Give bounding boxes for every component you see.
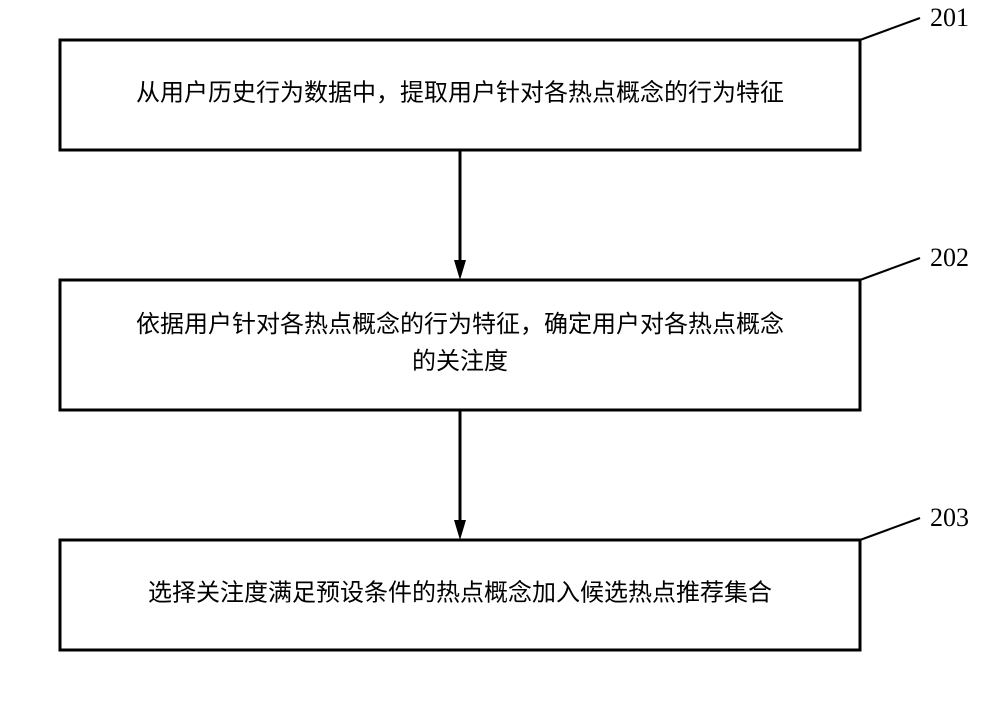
flow-step-201: 从用户历史行为数据中，提取用户针对各热点概念的行为特征 201 [60,3,969,150]
flow-arrow [454,410,466,540]
step-text: 从用户历史行为数据中，提取用户针对各热点概念的行为特征 [136,80,784,107]
step-text: 的关注度 [412,348,508,375]
flowchart: 从用户历史行为数据中，提取用户针对各热点概念的行为特征 201 依据用户针对各热点概… [0,0,1000,709]
step-text: 依据用户针对各热点概念的行为特征，确定用户对各热点概念 [136,311,784,338]
step-number: 203 [930,503,969,532]
step-number: 201 [930,3,969,32]
arrow-head-icon [454,520,466,540]
leader-line [860,18,920,40]
step-box [60,280,860,410]
leader-line [860,518,920,540]
flow-arrow [454,150,466,280]
arrow-head-icon [454,260,466,280]
leader-line [860,258,920,280]
flow-step-202: 依据用户针对各热点概念的行为特征，确定用户对各热点概念的关注度 202 [60,243,969,410]
step-text: 选择关注度满足预设条件的热点概念加入候选热点推荐集合 [148,580,772,607]
step-number: 202 [930,243,969,272]
flow-step-203: 选择关注度满足预设条件的热点概念加入候选热点推荐集合 203 [60,503,969,650]
